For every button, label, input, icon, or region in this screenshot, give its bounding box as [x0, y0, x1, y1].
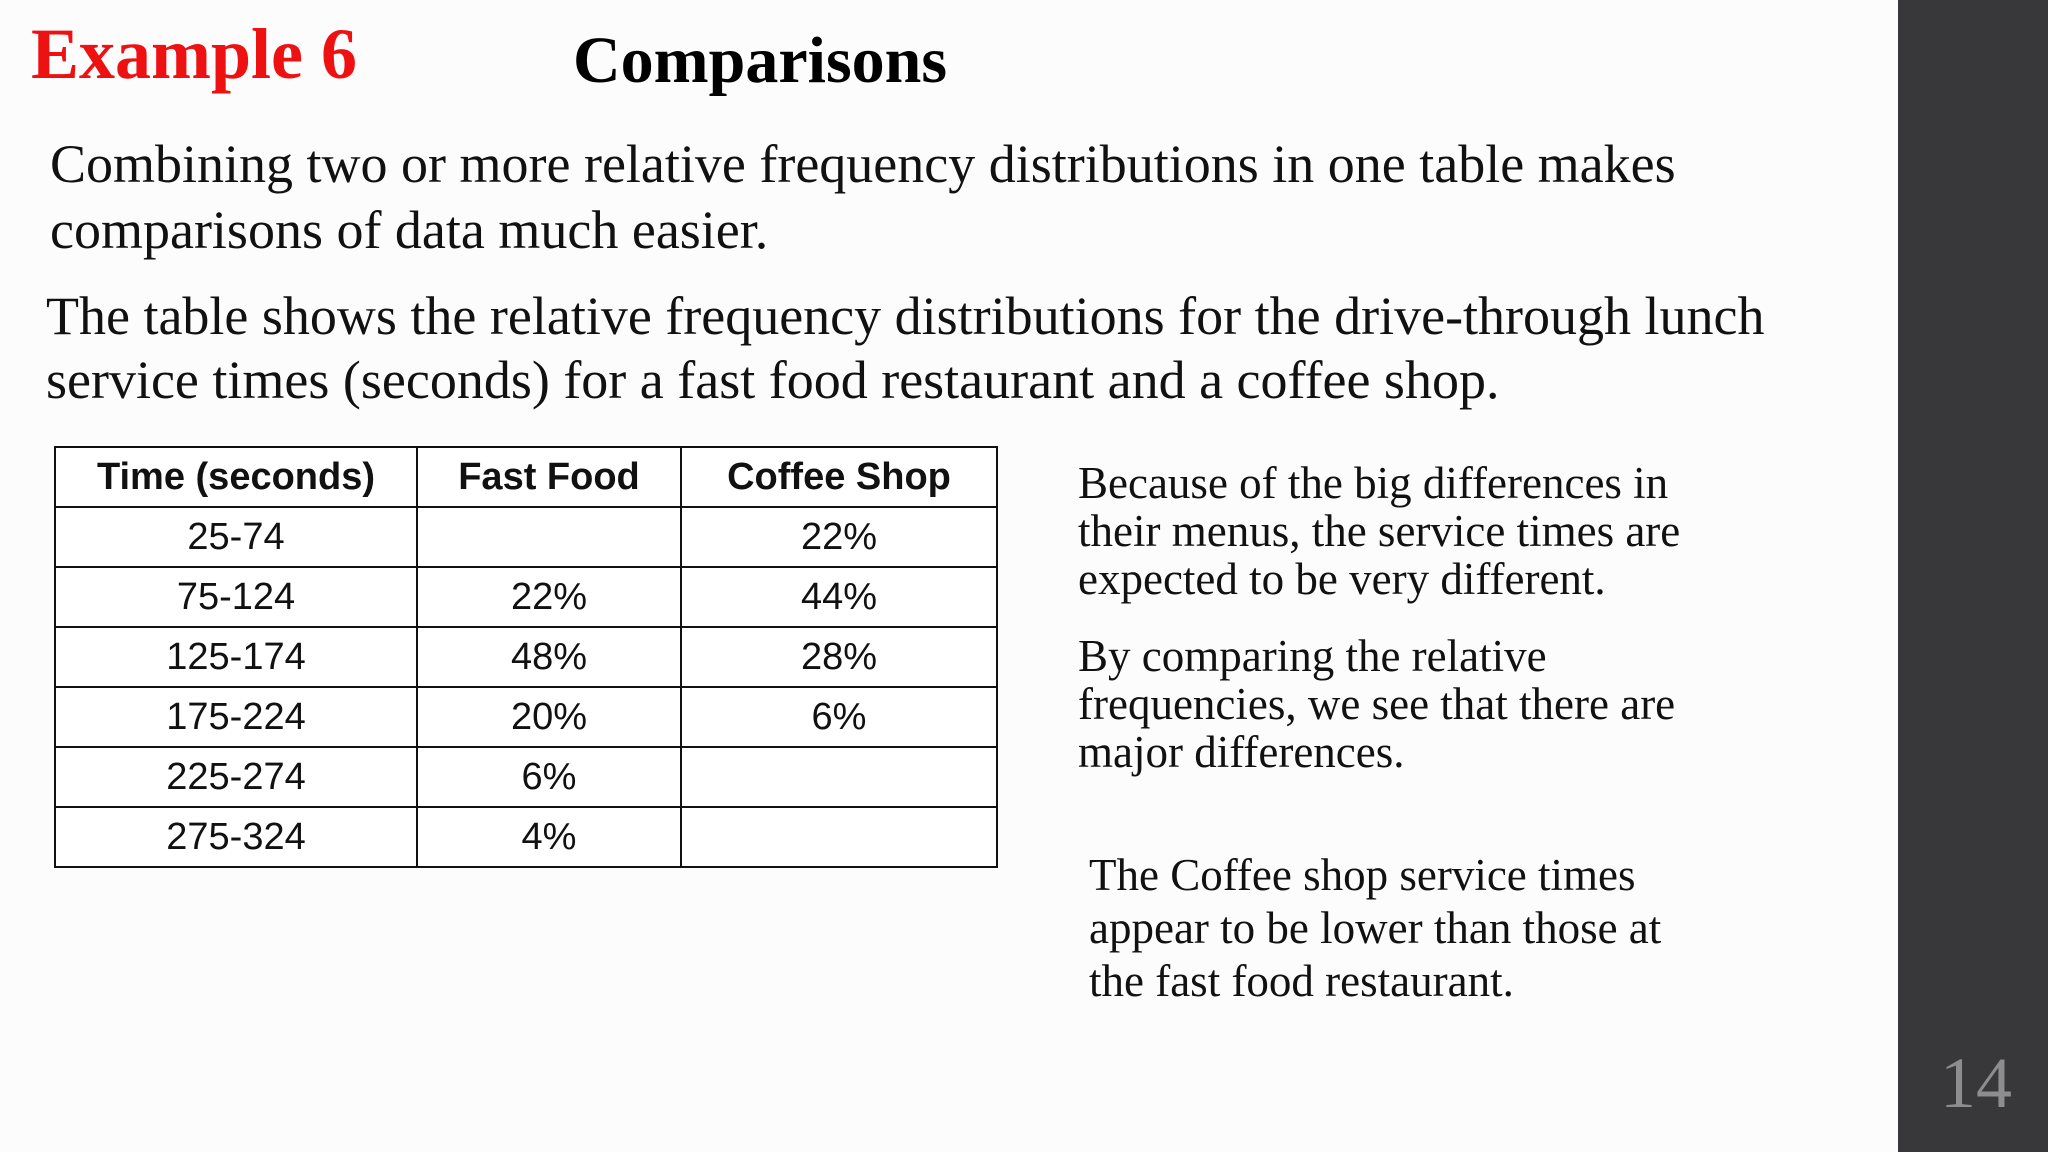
note-conclusion: The Coffee shop service times appear to …	[1089, 849, 1661, 1008]
cell-fast-food: 4%	[416, 806, 682, 868]
setup-paragraph: The table shows the relative frequency d…	[46, 284, 1765, 412]
example-label: Example 6	[31, 14, 358, 94]
cell-coffee-shop	[680, 746, 998, 808]
cell-fast-food: 20%	[416, 686, 682, 748]
intro-line: comparisons of data much easier.	[50, 200, 769, 260]
table-row: 125-174 48% 28%	[54, 626, 998, 688]
note-line: the fast food restaurant.	[1089, 956, 1514, 1006]
header-time: Time (seconds)	[54, 446, 418, 508]
note-menu-differences: Because of the big differences in their …	[1078, 459, 1680, 603]
setup-line: service times (seconds) for a fast food …	[46, 350, 1500, 410]
table-row: 275-324 4%	[54, 806, 998, 868]
note-line: Because of the big differences in	[1078, 458, 1669, 508]
cell-time: 225-274	[54, 746, 418, 808]
frequency-table-container: Time (seconds) Fast Food Coffee Shop 25-…	[54, 446, 998, 868]
table-row: 25-74 22%	[54, 506, 998, 568]
table-row: 225-274 6%	[54, 746, 998, 808]
setup-line: The table shows the relative frequency d…	[46, 286, 1765, 346]
note-line: expected to be very different.	[1078, 554, 1606, 604]
cell-time: 275-324	[54, 806, 418, 868]
table-row: 75-124 22% 44%	[54, 566, 998, 628]
cell-time: 25-74	[54, 506, 418, 568]
cell-time: 75-124	[54, 566, 418, 628]
header-fast-food: Fast Food	[416, 446, 682, 508]
note-line: their menus, the service times are	[1078, 506, 1681, 556]
intro-line: Combining two or more relative frequency…	[50, 134, 1676, 194]
cell-fast-food	[416, 506, 682, 568]
slide-sidebar	[1898, 0, 2048, 1152]
note-line: appear to be lower than those at	[1089, 903, 1662, 953]
cell-coffee-shop: 6%	[680, 686, 998, 748]
cell-coffee-shop	[680, 806, 998, 868]
cell-coffee-shop: 22%	[680, 506, 998, 568]
intro-paragraph: Combining two or more relative frequency…	[50, 131, 1676, 263]
cell-time: 125-174	[54, 626, 418, 688]
note-line: The Coffee shop service times	[1089, 850, 1636, 900]
cell-coffee-shop: 28%	[680, 626, 998, 688]
note-major-differences: By comparing the relative frequencies, w…	[1078, 632, 1675, 776]
table-header-row: Time (seconds) Fast Food Coffee Shop	[54, 446, 998, 508]
note-line: major differences.	[1078, 727, 1405, 777]
header-coffee-shop: Coffee Shop	[680, 446, 998, 508]
table-row: 175-224 20% 6%	[54, 686, 998, 748]
slide-title: Comparisons	[573, 24, 948, 97]
note-line: frequencies, we see that there are	[1078, 679, 1676, 729]
note-line: By comparing the relative	[1078, 631, 1547, 681]
page-number: 14	[1940, 1043, 2012, 1123]
cell-fast-food: 6%	[416, 746, 682, 808]
cell-time: 175-224	[54, 686, 418, 748]
cell-fast-food: 22%	[416, 566, 682, 628]
cell-fast-food: 48%	[416, 626, 682, 688]
cell-coffee-shop: 44%	[680, 566, 998, 628]
frequency-table: Time (seconds) Fast Food Coffee Shop 25-…	[54, 446, 998, 868]
